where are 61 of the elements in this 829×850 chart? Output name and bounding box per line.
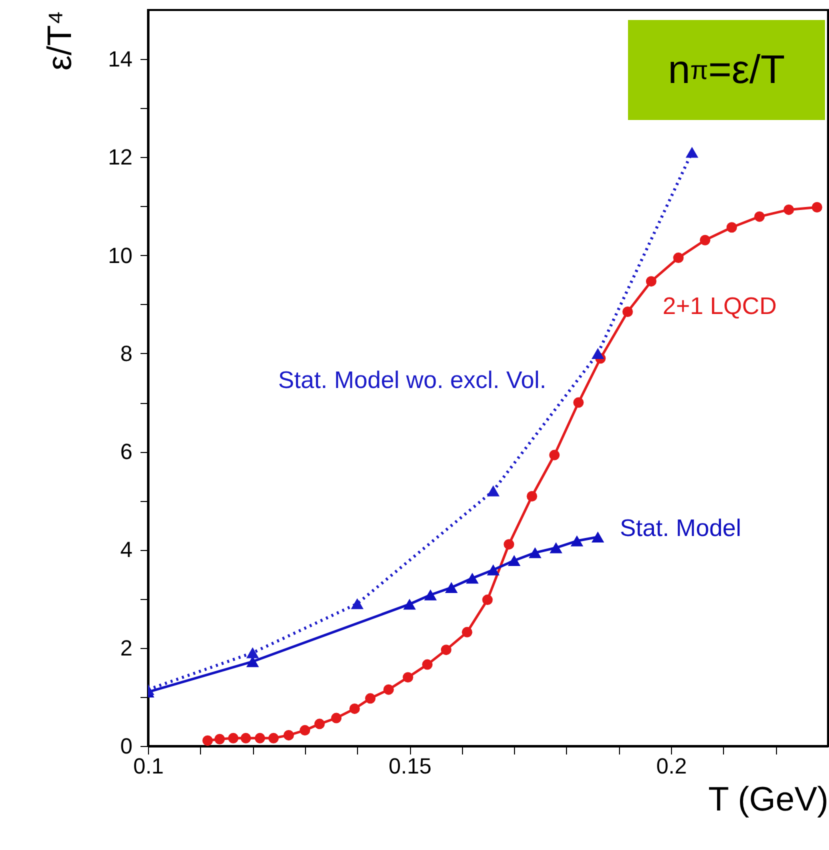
y-tick-label: 8 bbox=[120, 340, 132, 366]
x-tick-label: 0.2 bbox=[656, 754, 687, 778]
point bbox=[202, 735, 213, 746]
y-tick-label: 2 bbox=[120, 635, 132, 660]
point bbox=[365, 693, 376, 704]
y-axis-title: ε/T⁴ bbox=[41, 10, 80, 70]
point bbox=[314, 718, 325, 730]
point bbox=[550, 542, 562, 554]
point bbox=[528, 547, 542, 558]
point bbox=[228, 732, 239, 744]
point bbox=[283, 730, 294, 740]
point bbox=[383, 684, 394, 695]
y-tick-label: 0 bbox=[120, 734, 132, 758]
point bbox=[331, 712, 342, 724]
point bbox=[673, 252, 684, 264]
point bbox=[300, 725, 310, 736]
point bbox=[646, 276, 656, 287]
series-label: Stat. Model wo. excl. Vol. bbox=[278, 366, 546, 394]
x-axis-title: T (GeV) bbox=[708, 780, 828, 818]
y-tick-label: 6 bbox=[120, 439, 132, 464]
point bbox=[570, 535, 584, 546]
point bbox=[784, 204, 794, 215]
y-tick-label: 12 bbox=[108, 144, 132, 170]
point bbox=[486, 564, 500, 576]
point bbox=[422, 659, 433, 670]
point bbox=[424, 589, 437, 600]
point bbox=[214, 734, 225, 744]
point bbox=[700, 234, 710, 246]
y-tick-label: 10 bbox=[108, 242, 132, 268]
point bbox=[592, 532, 604, 542]
point bbox=[508, 555, 520, 566]
point bbox=[403, 598, 416, 610]
point bbox=[466, 572, 479, 584]
point bbox=[486, 485, 500, 496]
point bbox=[726, 222, 737, 233]
point bbox=[504, 539, 514, 550]
point bbox=[440, 644, 452, 656]
point bbox=[240, 732, 252, 744]
point bbox=[254, 732, 266, 744]
point bbox=[268, 732, 279, 744]
point bbox=[462, 626, 472, 638]
point bbox=[246, 647, 259, 658]
y-tick-label: 4 bbox=[120, 537, 132, 562]
point bbox=[754, 211, 765, 222]
point bbox=[592, 348, 604, 359]
point bbox=[622, 306, 633, 317]
point bbox=[573, 397, 584, 408]
point bbox=[350, 598, 364, 610]
y-tick-label: 14 bbox=[108, 46, 132, 72]
series-label: 2+1 LQCD bbox=[662, 292, 777, 320]
point bbox=[402, 672, 414, 683]
point bbox=[812, 202, 822, 212]
point bbox=[549, 450, 560, 460]
x-tick-label: 0.15 bbox=[388, 754, 432, 778]
point bbox=[526, 491, 538, 502]
point bbox=[445, 582, 458, 593]
point bbox=[482, 594, 493, 606]
x-tick-label: 0.1 bbox=[133, 754, 164, 778]
series-label: Stat. Model bbox=[620, 514, 742, 542]
point bbox=[349, 703, 360, 714]
point bbox=[686, 146, 698, 158]
